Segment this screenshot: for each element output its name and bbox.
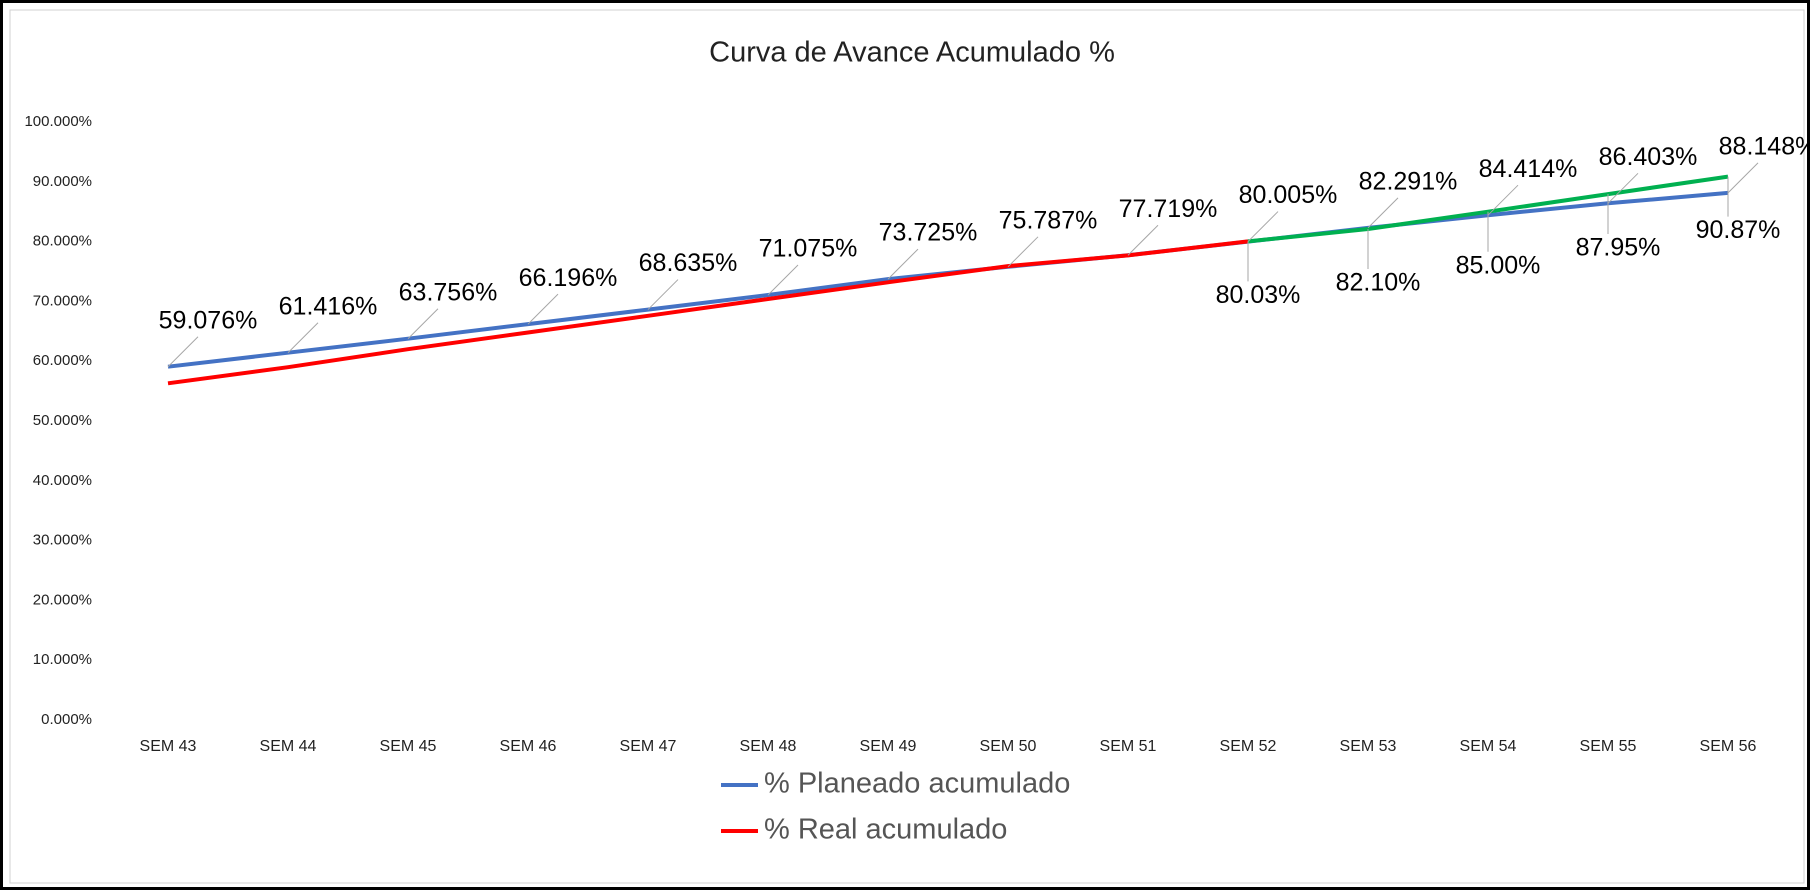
legend-label: % Planeado acumulado	[764, 768, 1070, 800]
data-label: 61.416%	[279, 292, 378, 320]
data-label: 86.403%	[1599, 143, 1698, 171]
y-tick-label: 100.000%	[24, 113, 92, 130]
x-tick-label: SEM 56	[1700, 738, 1757, 755]
leader-line	[1007, 236, 1039, 268]
data-label: 82.10%	[1336, 269, 1421, 297]
x-tick-label: SEM 44	[260, 738, 317, 755]
x-tick-label: SEM 49	[860, 738, 917, 755]
data-label: 84.414%	[1479, 155, 1578, 183]
leader-line	[287, 322, 319, 354]
x-tick-label: SEM 53	[1340, 738, 1397, 755]
y-tick-label: 50.000%	[33, 412, 92, 429]
leader-line	[887, 248, 919, 280]
leader-line	[527, 293, 559, 325]
data-label: 88.148%	[1719, 132, 1810, 160]
data-label: 82.291%	[1359, 168, 1458, 196]
leader-line	[407, 308, 439, 340]
leader-line	[647, 279, 679, 310]
data-label: 77.719%	[1119, 195, 1218, 223]
y-tick-label: 40.000%	[33, 472, 92, 489]
y-tick-label: 80.000%	[33, 233, 92, 250]
leader-line	[767, 264, 799, 296]
x-tick-label: SEM 47	[620, 738, 677, 755]
y-tick-label: 10.000%	[33, 651, 92, 668]
leader-line	[1127, 224, 1159, 256]
data-label: 80.005%	[1239, 181, 1338, 209]
leader-line	[1727, 162, 1759, 194]
x-tick-label: SEM 52	[1220, 738, 1277, 755]
data-label: 87.95%	[1576, 234, 1661, 262]
data-label: 80.03%	[1216, 281, 1301, 309]
legend-label: % Real acumulado	[764, 814, 1007, 846]
y-tick-label: 30.000%	[33, 532, 92, 549]
y-tick-label: 0.000%	[41, 711, 92, 728]
leader-line	[1607, 172, 1639, 204]
data-label: 59.076%	[159, 306, 258, 334]
y-tick-label: 20.000%	[33, 591, 92, 608]
series-line	[167, 239, 1249, 386]
leader-line	[1367, 197, 1399, 229]
x-tick-label: SEM 48	[740, 738, 797, 755]
chart-title: Curva de Avance Acumulado %	[709, 37, 1115, 69]
data-label: 63.756%	[399, 278, 498, 306]
leader-line	[1487, 184, 1519, 216]
x-tick-label: SEM 43	[140, 738, 197, 755]
x-tick-label: SEM 50	[980, 738, 1037, 755]
data-label: 68.635%	[639, 249, 738, 277]
data-label: 75.787%	[999, 206, 1098, 234]
x-tick-label: SEM 51	[1100, 738, 1157, 755]
chart-area	[9, 9, 1805, 884]
data-label: 71.075%	[759, 235, 858, 263]
data-label: 66.196%	[519, 264, 618, 292]
data-label: 73.725%	[879, 219, 978, 247]
leader-line	[1247, 211, 1279, 242]
y-tick-label: 90.000%	[33, 173, 92, 190]
x-tick-label: SEM 45	[380, 738, 437, 755]
x-tick-label: SEM 54	[1460, 738, 1517, 755]
data-label: 85.00%	[1456, 251, 1541, 279]
y-tick-label: 70.000%	[33, 292, 92, 309]
data-label: 90.87%	[1696, 216, 1781, 244]
x-tick-label: SEM 46	[500, 738, 557, 755]
leader-line	[167, 336, 199, 368]
x-tick-label: SEM 55	[1580, 738, 1637, 755]
y-tick-label: 60.000%	[33, 352, 92, 369]
